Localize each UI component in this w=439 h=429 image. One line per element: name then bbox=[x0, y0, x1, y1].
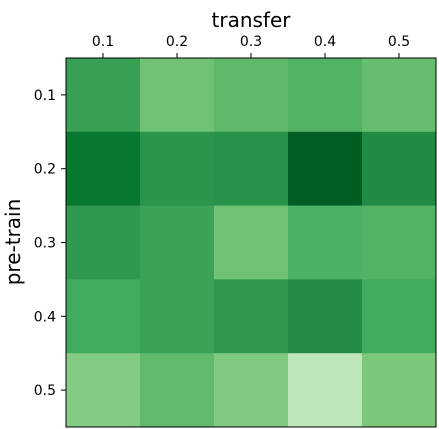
y-tick-label: 0.1 bbox=[34, 88, 56, 104]
x-tick-label: 0.1 bbox=[92, 34, 114, 50]
heatmap-cell-0.2-0.4 bbox=[288, 131, 363, 207]
heatmap-cell-0.3-0.1 bbox=[66, 205, 141, 280]
heatmap-cell-0.1-0.5 bbox=[362, 58, 437, 133]
y-tick-label: 0.5 bbox=[34, 383, 56, 399]
heatmap-cell-0.5-0.5 bbox=[362, 353, 437, 428]
heatmap-cell-0.3-0.2 bbox=[140, 205, 215, 280]
x-tick-label: 0.4 bbox=[314, 34, 336, 50]
heatmap-cell-0.2-0.1 bbox=[66, 131, 141, 207]
heatmap-cell-0.1-0.2 bbox=[140, 58, 215, 133]
x-tick-label: 0.5 bbox=[388, 34, 410, 50]
heatmap-cell-0.1-0.4 bbox=[288, 58, 363, 133]
heatmap-cell-0.4-0.5 bbox=[362, 279, 437, 354]
heatmap-cells bbox=[66, 58, 437, 428]
heatmap-cell-0.2-0.2 bbox=[140, 131, 215, 207]
heatmap-cell-0.2-0.5 bbox=[362, 131, 437, 207]
heatmap-cell-0.5-0.3 bbox=[214, 353, 289, 428]
heatmap-cell-0.4-0.2 bbox=[140, 279, 215, 354]
heatmap-cell-0.4-0.4 bbox=[288, 279, 363, 354]
y-axis-ticks: 0.1 0.2 0.3 0.4 0.5 bbox=[34, 88, 66, 399]
x-axis-ticks: 0.1 0.2 0.3 0.4 0.5 bbox=[92, 34, 410, 58]
y-axis-title: pre-train bbox=[1, 199, 25, 286]
heatmap-cell-0.4-0.3 bbox=[214, 279, 289, 354]
y-tick-label: 0.2 bbox=[34, 162, 56, 178]
y-tick-label: 0.4 bbox=[34, 309, 56, 325]
heatmap-cell-0.2-0.3 bbox=[214, 131, 289, 207]
heatmap-cell-0.1-0.3 bbox=[214, 58, 289, 133]
x-axis-title: transfer bbox=[212, 8, 292, 32]
heatmap-cell-0.3-0.4 bbox=[288, 205, 363, 280]
heatmap-cell-0.1-0.1 bbox=[66, 58, 141, 133]
heatmap-cell-0.3-0.3 bbox=[214, 205, 289, 280]
x-tick-label: 0.2 bbox=[166, 34, 188, 50]
x-tick-label: 0.3 bbox=[240, 34, 262, 50]
y-tick-label: 0.3 bbox=[34, 236, 56, 252]
heatmap-cell-0.3-0.5 bbox=[362, 205, 437, 280]
heatmap-cell-0.5-0.2 bbox=[140, 353, 215, 428]
heatmap-cell-0.4-0.1 bbox=[66, 279, 141, 354]
heatmap-cell-0.5-0.1 bbox=[66, 353, 141, 428]
heatmap-cell-0.5-0.4 bbox=[288, 353, 363, 428]
